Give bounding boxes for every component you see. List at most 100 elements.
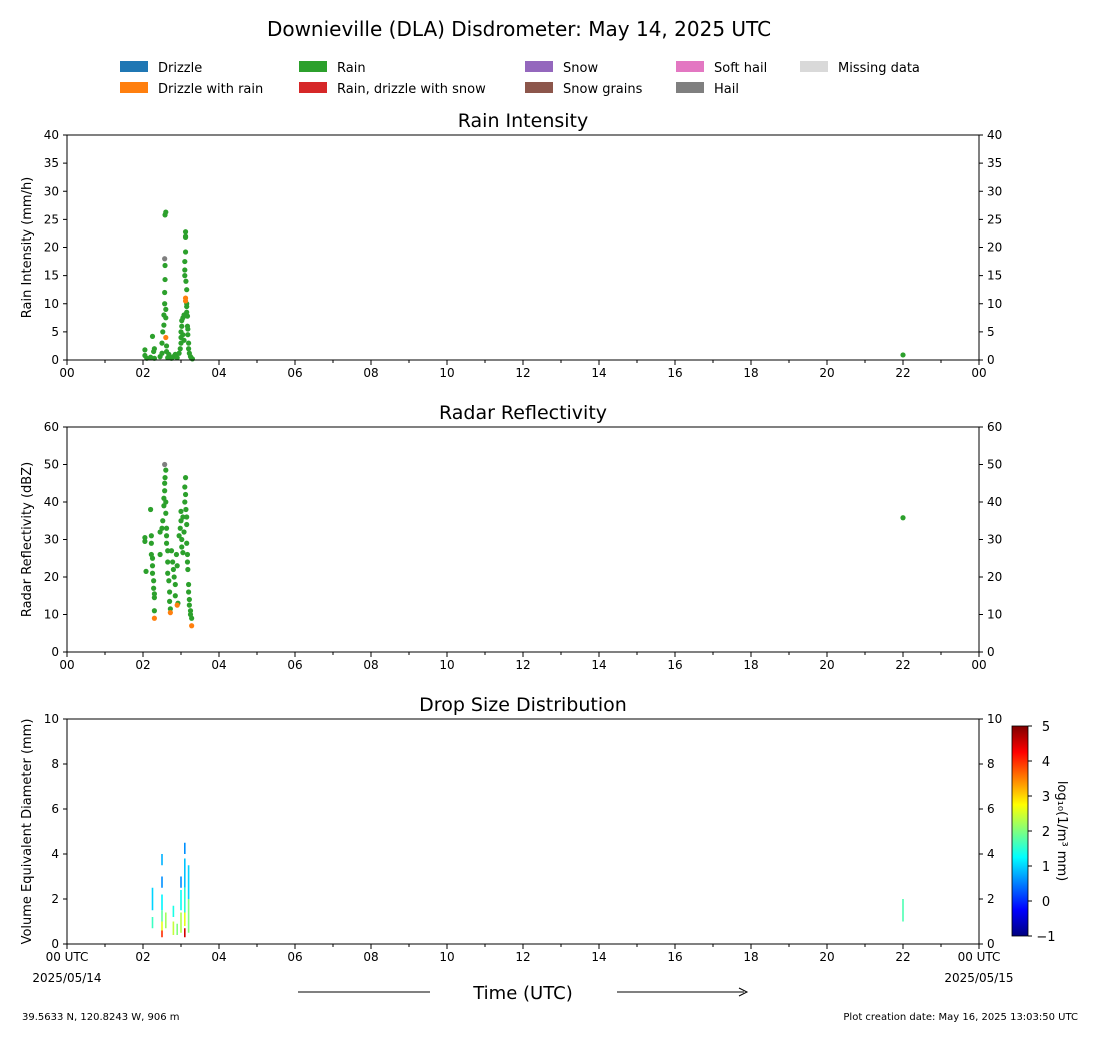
data-point [174, 563, 180, 569]
y-tick-label-right: 40 [987, 128, 1002, 142]
data-points [142, 461, 906, 629]
y-tick-label-right: 20 [987, 570, 1002, 584]
x-tick-label: 14 [591, 366, 606, 380]
legend-label: Snow [563, 61, 598, 76]
data-point [184, 521, 190, 528]
data-point [143, 568, 149, 574]
data-point [160, 518, 166, 524]
x-tick-label: 04 [211, 658, 226, 672]
data-point [181, 337, 187, 343]
data-point [160, 329, 166, 335]
y-tick-label-left: 5 [51, 325, 59, 339]
x-tick-label: 22 [895, 950, 910, 964]
series [162, 461, 168, 468]
x-tick-label: 16 [667, 950, 682, 964]
x-tick-label: 00 [59, 366, 74, 380]
y-tick-label-right: 60 [987, 420, 1002, 434]
legend-item: Rain [299, 61, 366, 76]
x-tick-label: 12 [515, 950, 530, 964]
x-axis: 00 UTC 02 04 06 08 10 12 14 16 18 20 22 00 UTC [46, 944, 1001, 964]
end-date-label: 2025/05/15 [944, 971, 1013, 985]
data-point [159, 340, 165, 346]
legend-swatch [525, 82, 553, 93]
y-tick-label-right: 30 [987, 184, 1002, 198]
x-tick-label: 06 [287, 366, 302, 380]
y-tick-label-left: 35 [44, 156, 59, 170]
y-tick-label-right: 2 [987, 892, 995, 906]
y-axis-label: Radar Reflectivity (dBZ) [20, 462, 35, 617]
data-point [182, 491, 189, 498]
data-point [162, 256, 168, 262]
x-tick-label: 20 [819, 366, 834, 380]
legend-item: Rain, drizzle with snow [299, 82, 486, 97]
colorbar-tick-label: −1 [1036, 930, 1055, 945]
heatmap-cells [151, 842, 904, 938]
x-tick-label: 18 [743, 950, 758, 964]
data-point [162, 276, 168, 283]
x-tick-label: 08 [363, 658, 378, 672]
data-point [182, 267, 188, 273]
legend-label: Drizzle with rain [158, 82, 263, 97]
x-axis: 00 02 04 06 08 10 12 14 16 18 20 22 00 [59, 360, 987, 380]
data-point [170, 559, 176, 565]
data-point [142, 538, 148, 544]
series [142, 209, 906, 362]
data-point [151, 615, 157, 621]
data-point [157, 551, 163, 558]
x-tick-label: 00 [971, 366, 986, 380]
data-point [185, 332, 191, 338]
data-point [151, 595, 157, 601]
data-point [186, 581, 192, 588]
data-points [142, 209, 906, 362]
colorbar-tick-label: 0 [1042, 895, 1050, 910]
data-point [163, 510, 169, 516]
data-point [174, 355, 180, 361]
heatmap-cell [184, 928, 186, 938]
data-point [162, 301, 168, 307]
series [162, 256, 168, 262]
data-point [900, 515, 906, 521]
colorbar-bar [1011, 725, 1029, 937]
colorbar-tick-label: 3 [1042, 790, 1050, 805]
data-point [168, 548, 175, 554]
data-point [179, 323, 185, 329]
heatmap-cell [184, 858, 186, 888]
data-point [162, 488, 168, 494]
y-tick-label-right: 30 [987, 533, 1002, 547]
data-point [184, 514, 190, 520]
data-point [149, 570, 156, 576]
data-point [184, 540, 190, 546]
data-point [186, 589, 192, 595]
x-tick-label: 18 [743, 366, 758, 380]
y-tick-label-right: 6 [987, 802, 995, 816]
data-point [185, 566, 191, 573]
figure-title: Downieville (DLA) Disdrometer: May 14, 2… [267, 17, 771, 41]
legend-swatch [525, 61, 553, 72]
y-axis: 0 0 2 2 4 4 6 6 8 8 10 10 [44, 712, 1003, 951]
y-tick-label-left: 0 [51, 937, 59, 951]
data-point [148, 540, 154, 546]
data-point [180, 514, 186, 520]
data-point [181, 529, 187, 535]
data-point [900, 352, 906, 358]
heatmap-cell [184, 912, 186, 926]
data-point [187, 608, 194, 614]
y-tick-label-right: 10 [987, 297, 1002, 311]
data-point [189, 623, 195, 629]
x-axis: 00 02 04 06 08 10 12 14 16 18 20 22 00 [59, 652, 987, 672]
legend: Drizzle Drizzle with rain Rain Rain, drizzl… [120, 61, 920, 97]
heatmap-cell [176, 923, 178, 935]
y-tick-label-left: 15 [44, 269, 59, 283]
y-tick-label-right: 0 [987, 937, 995, 951]
y-tick-label-left: 25 [44, 212, 59, 226]
panel-title: Rain Intensity [458, 110, 589, 132]
panel-title: Drop Size Distribution [419, 694, 627, 716]
data-point [186, 346, 192, 352]
y-tick-label-right: 4 [987, 847, 995, 861]
y-axis-label: Rain Intensity (mm/h) [20, 177, 35, 319]
x-tick-label: 14 [591, 950, 606, 964]
x-axis-label: Time (UTC) [472, 983, 573, 1004]
x-tick-label: 00 UTC [958, 950, 1001, 964]
y-tick-label-left: 10 [44, 297, 59, 311]
y-tick-label-right: 25 [987, 212, 1002, 226]
